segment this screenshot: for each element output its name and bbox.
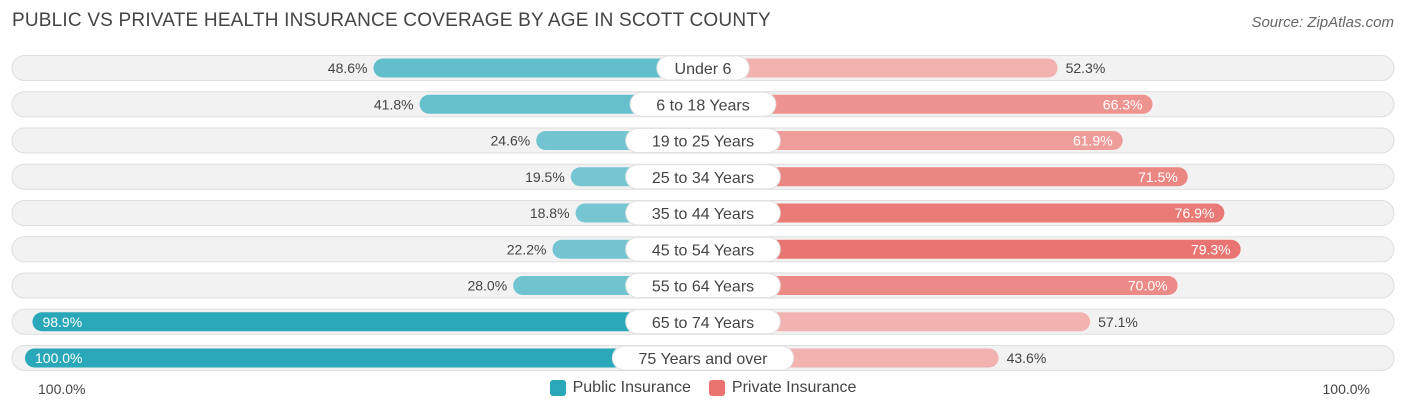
private-bar — [703, 131, 1123, 150]
private-bar — [703, 167, 1188, 187]
public-bar — [32, 312, 703, 332]
private-value-label: 61.9% — [1073, 133, 1113, 149]
public-bar — [25, 348, 703, 368]
public-value-label: 48.6% — [328, 60, 368, 76]
category-label: 45 to 54 Years — [652, 242, 754, 259]
category-pill — [656, 55, 750, 81]
category-label: 6 to 18 Years — [656, 97, 749, 114]
private-bar — [703, 312, 1091, 332]
public-value-label: 98.9% — [42, 314, 82, 330]
private-bar — [703, 203, 1225, 223]
public-value-label: 18.8% — [530, 205, 570, 221]
private-bar — [703, 239, 1241, 259]
private-value-label: 66.3% — [1103, 96, 1143, 112]
private-value-label: 76.9% — [1175, 205, 1215, 221]
category-label: 65 to 74 Years — [652, 315, 754, 332]
source-label: Source: ZipAtlas.com — [1251, 14, 1394, 31]
public-value-label: 19.5% — [525, 169, 565, 185]
public-value-label: 41.8% — [374, 96, 414, 112]
category-pill — [625, 164, 781, 190]
chart-area: 48.6% 52.3% Under 6 41.8% 66.3% 6 to 18 Years… — [11, 55, 1395, 371]
public-value-label: 24.6% — [491, 133, 531, 149]
private-value-label: 71.5% — [1138, 169, 1178, 185]
legend-item-private[interactable]: Private Insurance — [708, 379, 857, 397]
category-pill — [625, 128, 781, 153]
category-pill — [625, 273, 781, 298]
private-bar — [703, 94, 1153, 114]
category-label: 55 to 64 Years — [652, 279, 754, 296]
private-value-label: 52.3% — [1066, 60, 1106, 76]
public-value-label: 100.0% — [35, 350, 82, 366]
axis-right-label: 100.0% — [1322, 381, 1370, 397]
public-value-label: 22.2% — [507, 241, 547, 257]
private-bar — [703, 58, 1058, 78]
category-pill — [629, 91, 777, 117]
category-label: 19 to 25 Years — [652, 134, 754, 151]
category-pill — [611, 345, 795, 371]
category-pill — [625, 236, 781, 262]
category-label: 35 to 44 Years — [652, 206, 754, 223]
private-value-label: 43.6% — [1007, 350, 1047, 366]
legend-swatch-public — [549, 380, 566, 396]
category-label: 25 to 34 Years — [652, 170, 754, 187]
public-value-label: 28.0% — [467, 278, 507, 294]
chart-title: PUBLIC VS PRIVATE HEALTH INSURANCE COVER… — [12, 10, 771, 31]
legend-label-public: Public Insurance — [572, 379, 691, 396]
private-value-label: 57.1% — [1098, 314, 1138, 330]
category-pill — [625, 200, 781, 226]
public-bar — [373, 58, 703, 78]
legend-item-public[interactable]: Public Insurance — [549, 379, 691, 397]
axis-left-label: 100.0% — [38, 381, 86, 397]
private-value-label: 79.3% — [1191, 241, 1231, 257]
legend-label-private: Private Insurance — [731, 379, 857, 396]
private-bar — [703, 276, 1178, 295]
category-label: 75 Years and over — [639, 351, 769, 368]
private-value-label: 70.0% — [1128, 278, 1168, 294]
legend-swatch-private — [708, 380, 725, 396]
legend: Public Insurance Private Insurance — [0, 379, 1406, 397]
category-label: Under 6 — [675, 61, 732, 78]
category-pill — [625, 309, 781, 335]
